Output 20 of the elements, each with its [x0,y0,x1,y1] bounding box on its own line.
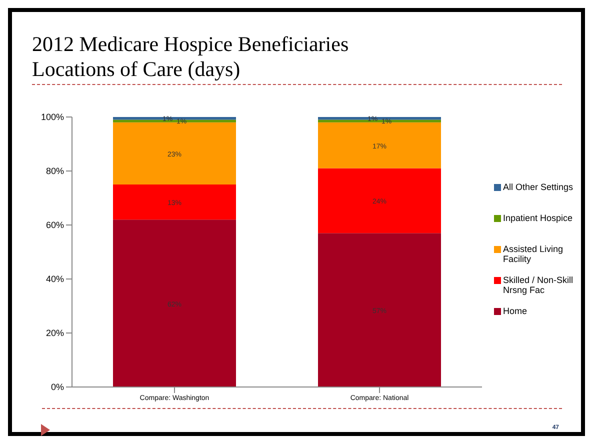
bar [318,120,441,122]
y-tick-label: 100% [40,112,64,122]
bar [318,122,441,168]
bar [318,233,441,387]
y-tick-label: 40% [46,274,64,284]
legend-label: Assisted Living Facility [503,244,564,264]
legend-label: Home [503,306,528,316]
y-tick-label: 0% [50,382,64,392]
bar [113,122,236,184]
bar [113,220,236,387]
chart-title: 2012 Medicare Hospice Beneficiaries Locations of Care (days) [32,32,562,85]
y-tick-label: 60% [46,220,64,230]
legend-label: Inpatient Hospice [503,213,573,223]
y-tick-label: 20% [46,328,64,338]
bar [113,184,236,220]
legend-label: All Other Settings [503,182,574,192]
legend-label: Skilled / Non-Skill Nrsng Fac [503,275,574,295]
bar [113,120,236,122]
bar [318,168,441,234]
y-tick-label: 80% [46,166,64,176]
